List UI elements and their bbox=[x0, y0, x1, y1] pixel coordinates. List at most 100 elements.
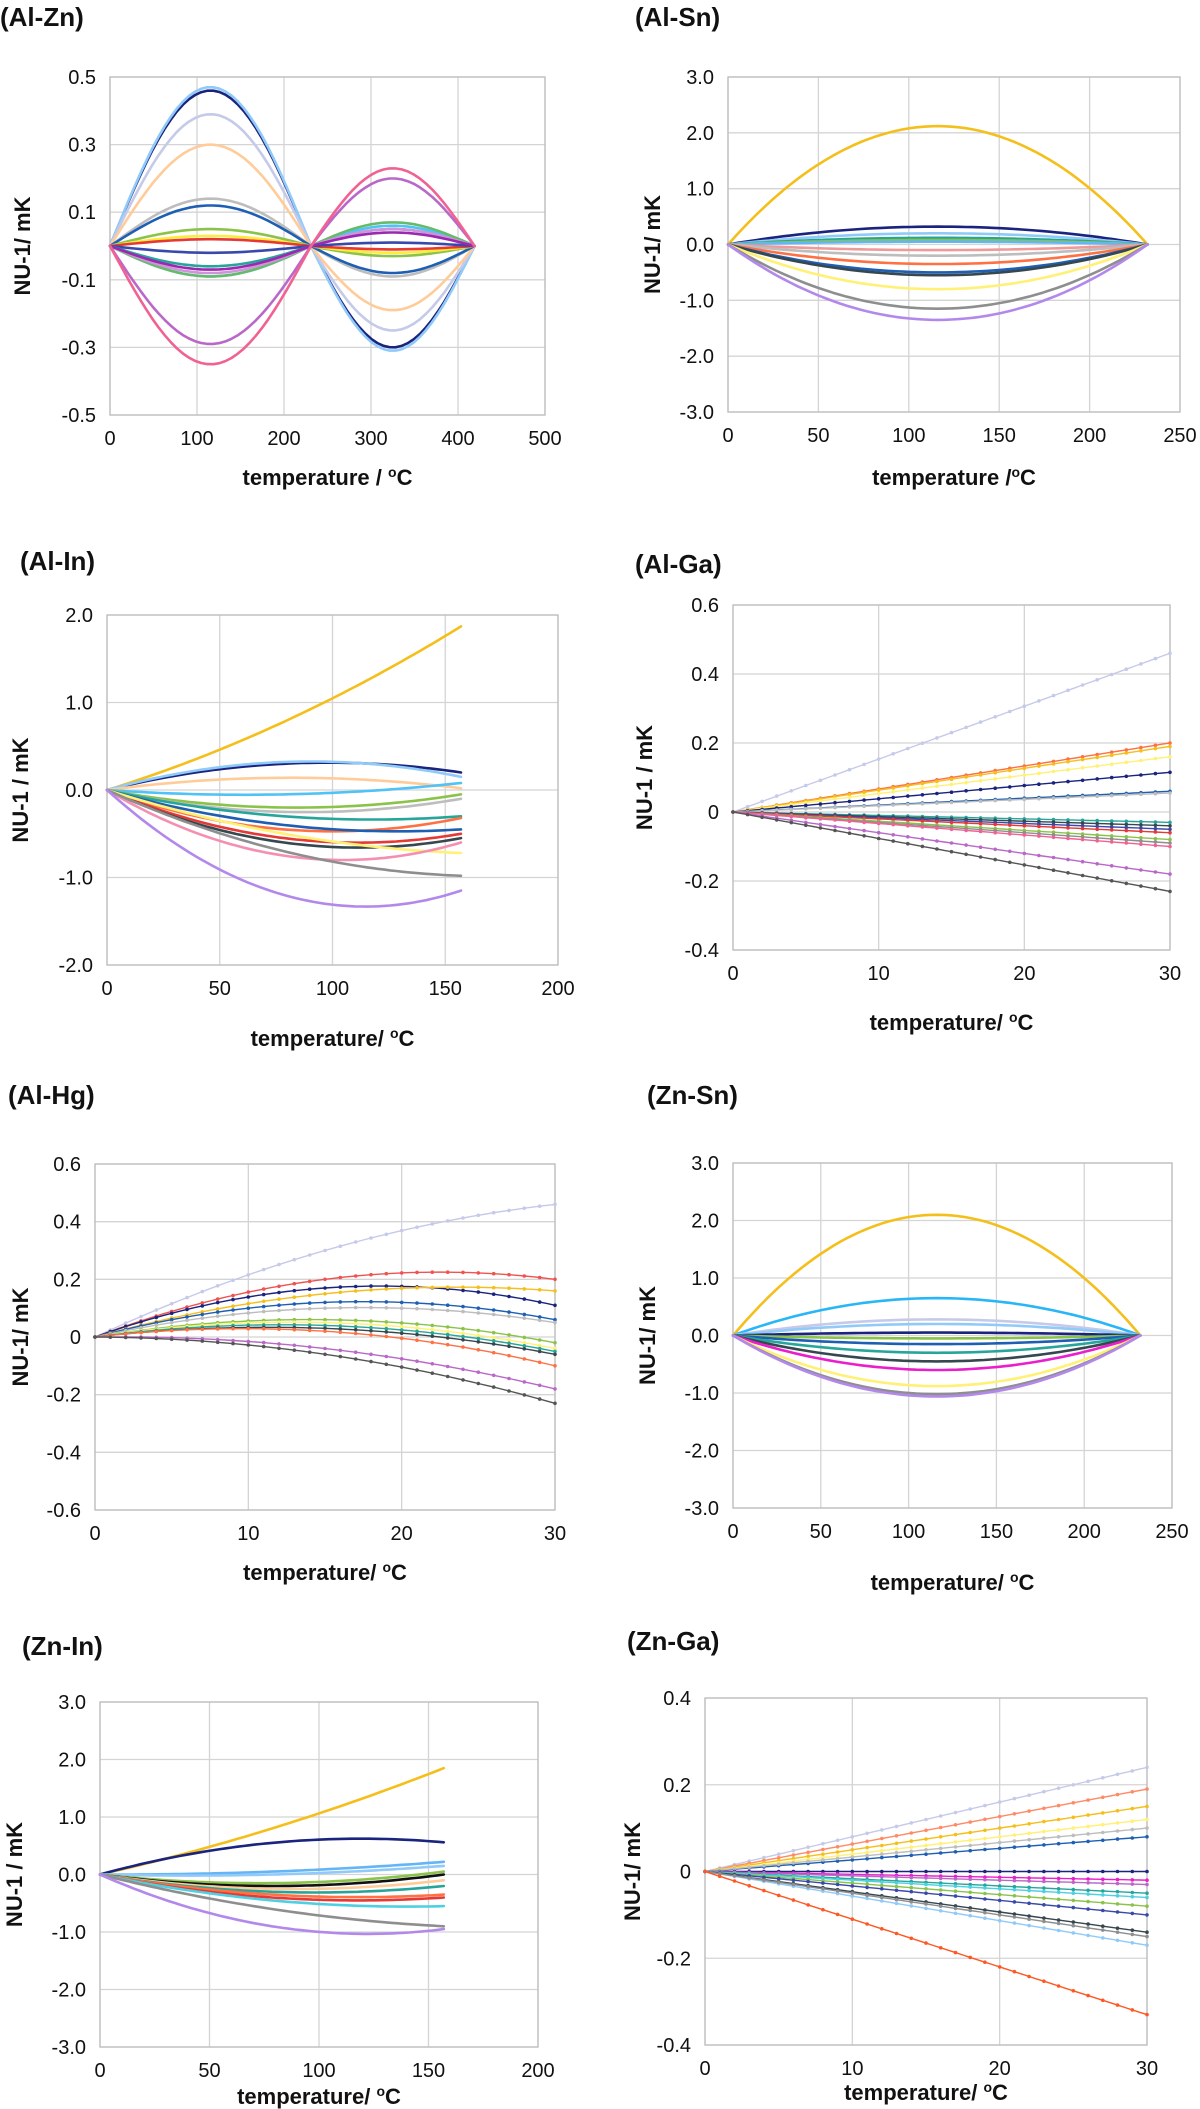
x-axis-label: temperature/ oC bbox=[871, 1569, 1035, 1595]
data-point bbox=[835, 1877, 840, 1882]
data-point bbox=[1130, 1836, 1135, 1840]
data-point bbox=[1139, 819, 1143, 824]
series-line-s12 bbox=[98, 1873, 446, 1928]
data-point bbox=[139, 1314, 143, 1319]
data-point bbox=[353, 1305, 358, 1310]
data-point bbox=[880, 1869, 884, 1874]
data-point bbox=[983, 1883, 987, 1887]
data-point bbox=[993, 857, 997, 862]
data-point bbox=[430, 1307, 435, 1312]
data-point bbox=[353, 1240, 358, 1244]
data-point bbox=[1145, 2012, 1149, 2017]
data-point bbox=[445, 1342, 450, 1347]
data-point bbox=[1168, 744, 1172, 749]
data-point bbox=[865, 1831, 869, 1836]
data-point bbox=[818, 806, 823, 810]
data-point bbox=[461, 1345, 465, 1349]
data-point bbox=[1012, 1875, 1017, 1880]
data-point bbox=[1071, 1898, 1076, 1903]
data-point bbox=[1022, 766, 1027, 771]
data-point bbox=[1066, 759, 1070, 764]
data-point bbox=[821, 1907, 825, 1912]
data-point bbox=[1115, 1869, 1120, 1874]
data-point bbox=[993, 777, 997, 781]
data-point bbox=[1130, 1911, 1135, 1916]
data-point bbox=[323, 1323, 327, 1328]
data-point bbox=[968, 1869, 972, 1874]
data-point bbox=[1037, 782, 1041, 786]
data-point bbox=[1139, 773, 1143, 777]
data-point bbox=[865, 1874, 869, 1879]
data-point bbox=[215, 1300, 220, 1305]
x-tick-label: 0 bbox=[101, 978, 112, 1000]
data-point bbox=[953, 1845, 958, 1849]
data-point bbox=[1042, 1829, 1046, 1834]
data-point bbox=[833, 797, 837, 801]
data-point bbox=[1042, 1869, 1046, 1874]
data-point bbox=[185, 1328, 189, 1332]
data-point bbox=[1051, 835, 1056, 840]
data-point bbox=[1115, 2003, 1120, 2007]
data-point bbox=[894, 1931, 899, 1936]
data-point bbox=[415, 1329, 419, 1334]
data-point bbox=[909, 1881, 914, 1886]
data-point bbox=[1066, 779, 1070, 784]
plot-area-frame bbox=[732, 604, 1171, 951]
data-point bbox=[1130, 1932, 1135, 1937]
data-point bbox=[1022, 797, 1027, 802]
data-point bbox=[507, 1344, 511, 1349]
data-point bbox=[1115, 1809, 1120, 1813]
data-point bbox=[1095, 818, 1099, 823]
series-line-s4 bbox=[731, 1322, 1142, 1337]
data-point bbox=[993, 847, 997, 852]
data-point bbox=[445, 1219, 450, 1223]
data-point bbox=[776, 1880, 781, 1885]
data-point bbox=[935, 784, 939, 788]
data-point bbox=[791, 1853, 796, 1857]
data-point bbox=[1115, 1792, 1120, 1797]
series-line-s1 bbox=[105, 625, 463, 792]
data-point bbox=[307, 1293, 312, 1298]
data-point bbox=[1095, 876, 1099, 880]
data-point bbox=[774, 794, 779, 798]
series-line-s10 bbox=[731, 1334, 1142, 1372]
data-point bbox=[1139, 758, 1143, 763]
data-point bbox=[862, 790, 866, 795]
data-point bbox=[776, 1852, 781, 1856]
data-point bbox=[847, 805, 852, 809]
data-point bbox=[964, 789, 968, 793]
data-point bbox=[1145, 1817, 1149, 1822]
data-point bbox=[323, 1317, 327, 1322]
data-point bbox=[1101, 1795, 1105, 1800]
data-point bbox=[1080, 824, 1085, 828]
data-point bbox=[835, 1856, 840, 1861]
data-point bbox=[1071, 1891, 1076, 1895]
data-point bbox=[760, 799, 764, 804]
data-point bbox=[774, 808, 779, 812]
data-point bbox=[277, 1327, 281, 1331]
y-axis-label: NU-1/ mK bbox=[620, 1822, 645, 1921]
data-point bbox=[935, 791, 939, 796]
data-point bbox=[1066, 836, 1070, 841]
data-point bbox=[1071, 1923, 1076, 1928]
data-point bbox=[154, 1323, 159, 1327]
data-point bbox=[978, 799, 983, 803]
data-point bbox=[1022, 833, 1027, 837]
data-point bbox=[1153, 791, 1158, 796]
data-point bbox=[169, 1320, 174, 1325]
data-point bbox=[1027, 1895, 1031, 1899]
data-point bbox=[1109, 879, 1114, 883]
data-point bbox=[231, 1312, 235, 1317]
data-point bbox=[522, 1380, 527, 1384]
data-point bbox=[537, 1318, 542, 1323]
y-tick-label: 0.4 bbox=[53, 1212, 81, 1234]
data-point bbox=[1071, 1783, 1076, 1787]
data-point bbox=[1130, 1769, 1135, 1773]
data-point bbox=[983, 1869, 987, 1874]
y-tick-label: 1.0 bbox=[686, 179, 714, 201]
data-point bbox=[1012, 1912, 1017, 1916]
data-point bbox=[1056, 1817, 1061, 1822]
data-point bbox=[338, 1300, 343, 1304]
y-tick-label: 0.1 bbox=[68, 202, 96, 224]
y-tick-label: -1.0 bbox=[680, 290, 714, 312]
